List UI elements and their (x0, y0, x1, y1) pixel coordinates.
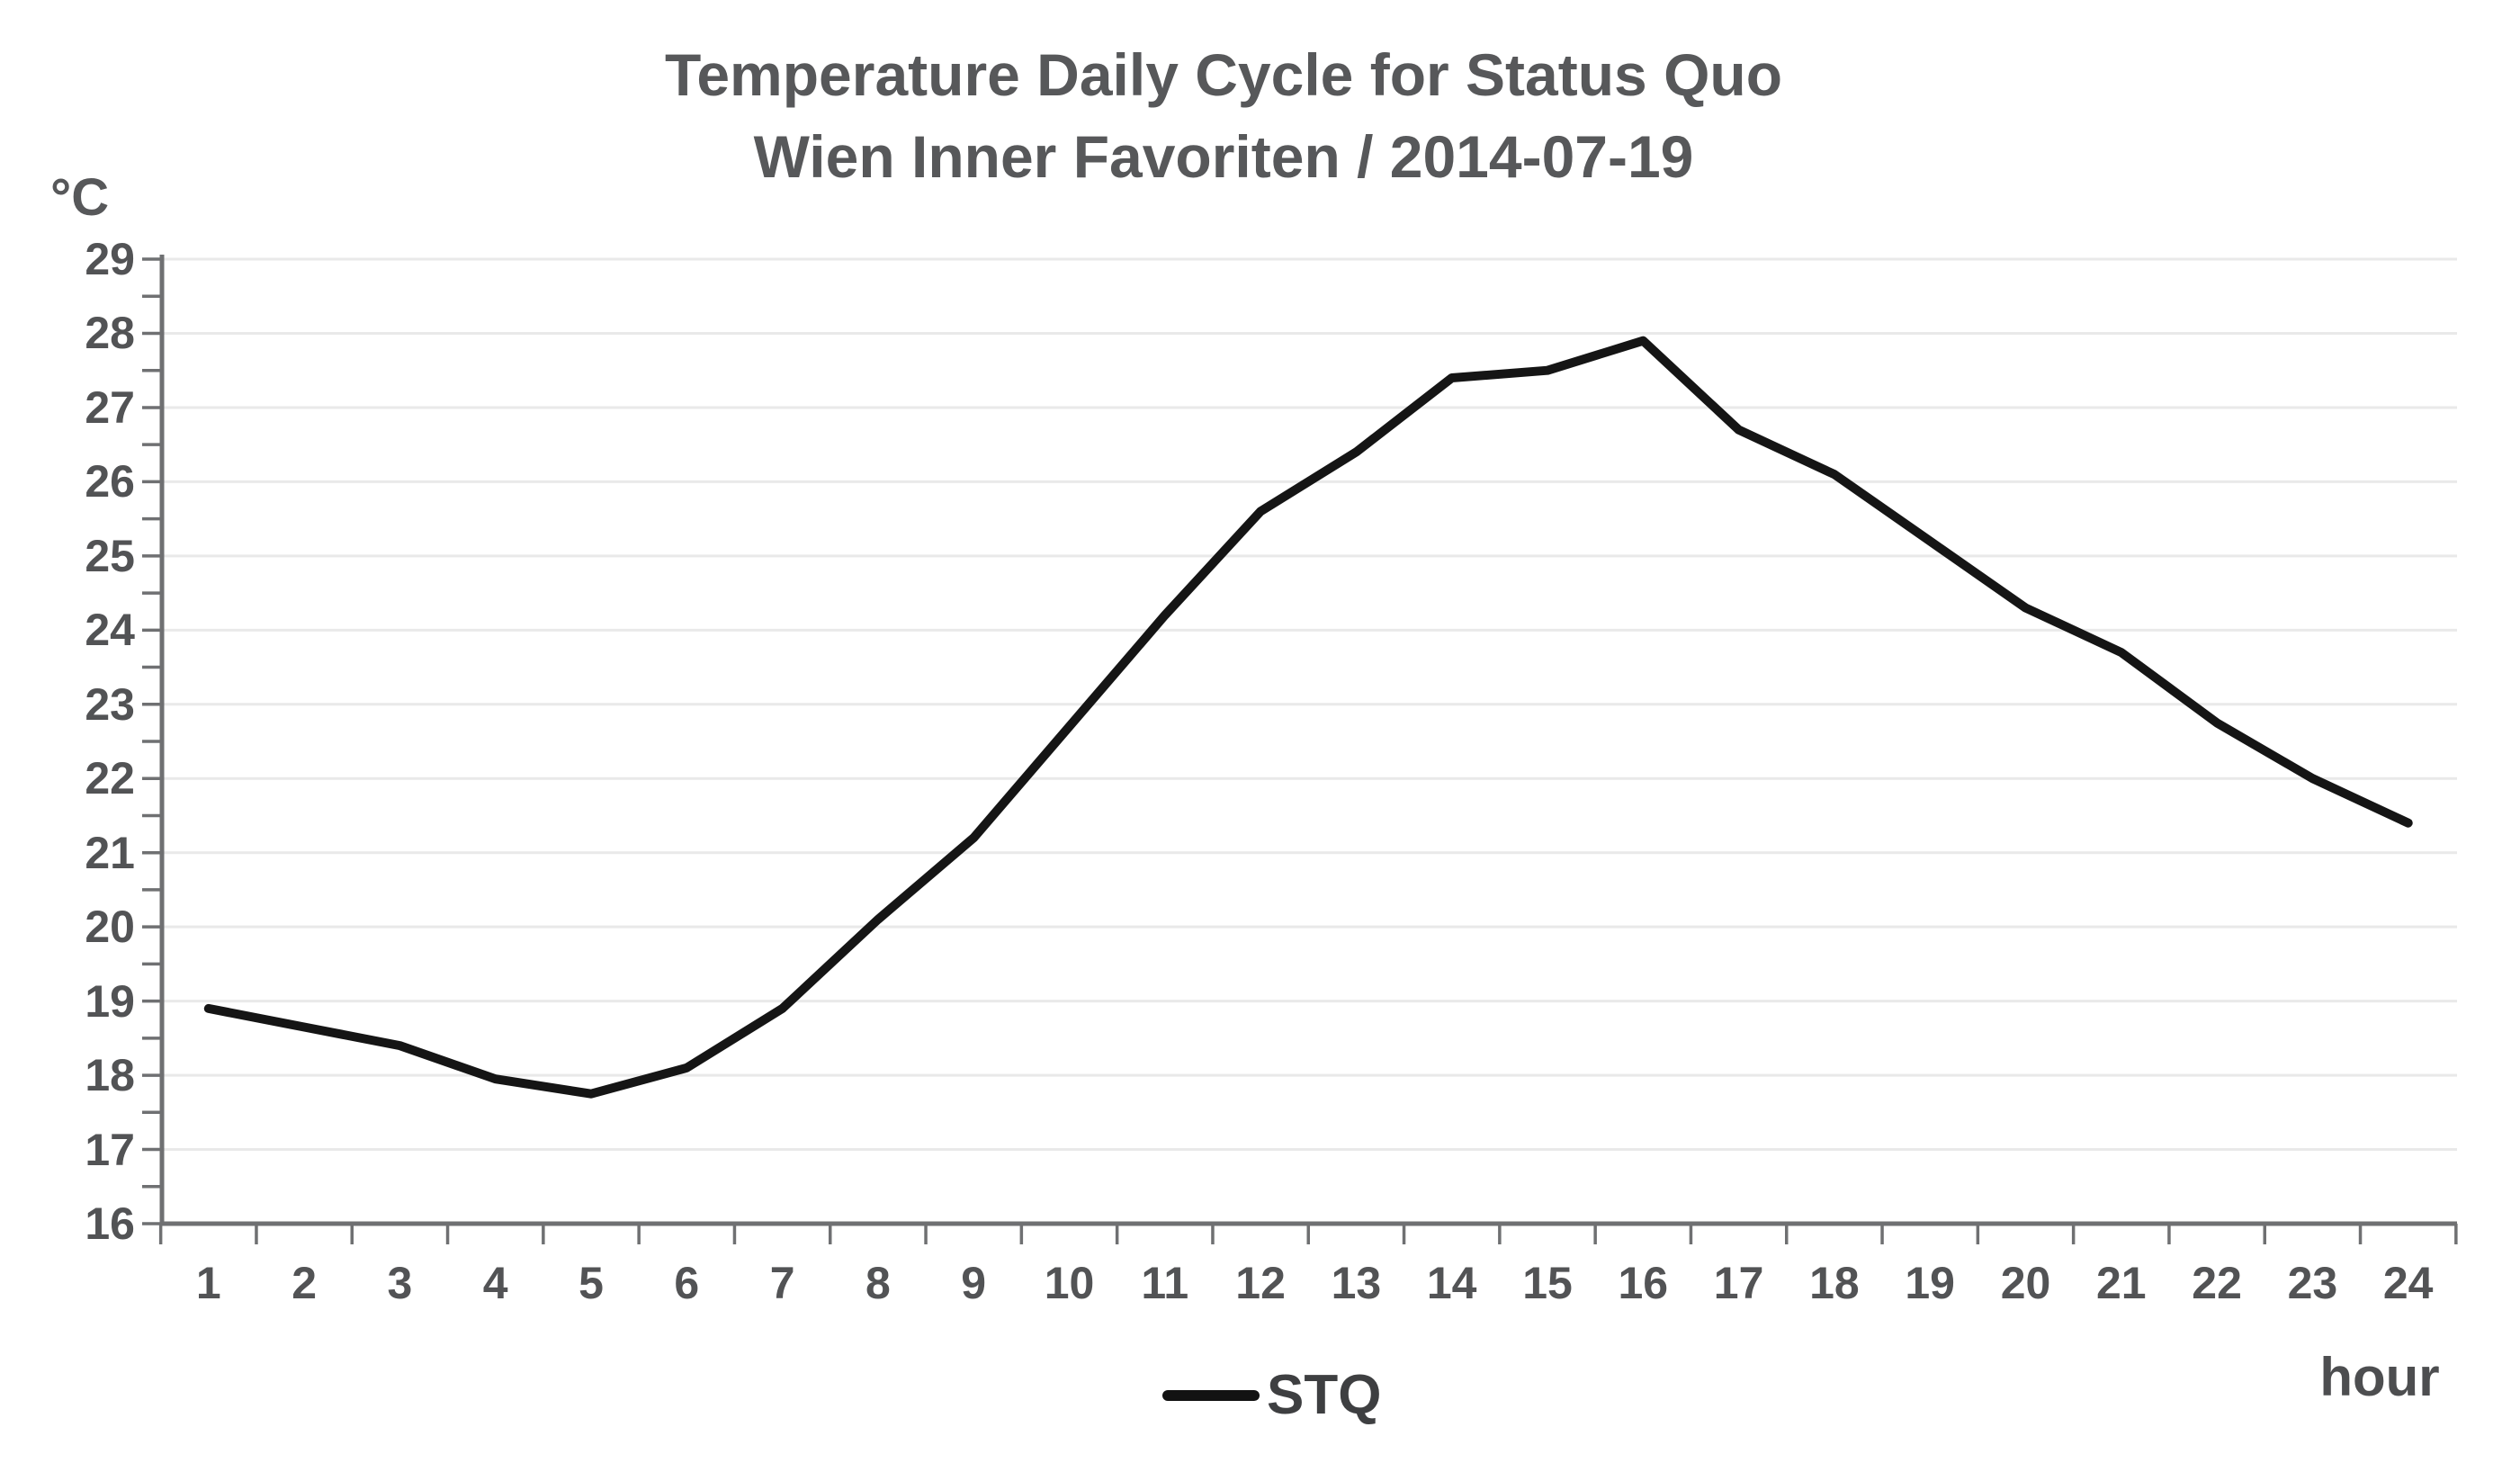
x-axis-label: 8 (865, 1258, 891, 1308)
x-axis-label: 11 (1141, 1258, 1189, 1308)
x-axis-label: 2 (291, 1258, 317, 1308)
y-axis-label: 16 (85, 1198, 135, 1249)
legend-series-label: STQ (1267, 1364, 1382, 1426)
x-axis-label: 20 (2000, 1258, 2051, 1308)
y-axis-label: 29 (85, 234, 135, 285)
x-axis-label: 14 (1426, 1258, 1477, 1308)
y-axis-label: 26 (85, 456, 135, 507)
x-axis-label: 15 (1522, 1258, 1573, 1308)
x-axis-label: 18 (1809, 1258, 1860, 1308)
y-axis-label: 18 (85, 1050, 135, 1101)
series-line-stq (203, 336, 2413, 1099)
x-axis-label: 23 (2287, 1258, 2338, 1308)
y-axis-label: 22 (85, 753, 135, 804)
x-axis-label: 22 (2192, 1258, 2242, 1308)
y-axis-unit-label: °C (50, 168, 110, 227)
x-axis-label: 17 (1713, 1258, 1764, 1308)
y-axis-label: 27 (85, 381, 135, 433)
x-axis-label: 12 (1235, 1258, 1286, 1308)
chart-title-line-1: Temperature Daily Cycle for Status Quo (664, 41, 1783, 108)
y-axis-label: 28 (85, 308, 135, 359)
x-axis-label: 13 (1331, 1258, 1382, 1308)
chart-title: Temperature Daily Cycle for Status Quo W… (0, 34, 2447, 198)
y-axis-label: 17 (85, 1124, 135, 1175)
y-axis-label: 20 (85, 902, 135, 953)
x-axis-label: 7 (769, 1258, 795, 1308)
y-axis-label: 19 (85, 975, 135, 1027)
x-axis-label: 4 (482, 1258, 508, 1308)
x-axis-label: 5 (578, 1258, 604, 1308)
x-axis-label: 9 (961, 1258, 987, 1308)
x-axis-label: 6 (674, 1258, 700, 1308)
y-axis-label: 23 (85, 678, 135, 730)
x-axis-label: 1 (195, 1258, 221, 1308)
x-axis-unit-label: hour (2319, 1347, 2440, 1407)
legend-line-swatch (1162, 1390, 1260, 1401)
legend: STQ (1162, 1368, 1381, 1423)
x-axis-label: 24 (2382, 1258, 2434, 1308)
x-axis-label: 16 (1618, 1258, 1669, 1308)
x-axis-label: 3 (387, 1258, 413, 1308)
x-axis-label: 19 (1905, 1258, 1955, 1308)
x-axis-label: 21 (2095, 1258, 2147, 1308)
x-axis-label: 10 (1044, 1258, 1095, 1308)
y-axis-label: 25 (85, 530, 135, 581)
y-axis-label: 21 (85, 827, 135, 878)
chart-title-line-2: Wien Inner Favoriten / 2014-07-19 (753, 123, 1694, 191)
y-axis-label: 24 (85, 605, 135, 656)
